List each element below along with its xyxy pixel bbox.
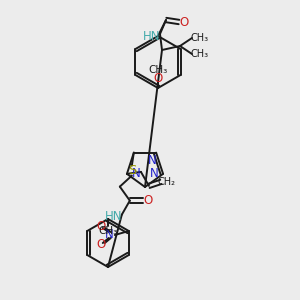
- Text: HN: HN: [143, 29, 161, 43]
- Text: N: N: [148, 154, 157, 167]
- Text: O: O: [143, 194, 152, 207]
- Text: CH₃: CH₃: [98, 226, 118, 236]
- Text: CH₂: CH₂: [158, 177, 176, 187]
- Text: O: O: [96, 238, 105, 250]
- Text: S: S: [128, 164, 136, 177]
- Text: O: O: [153, 73, 163, 85]
- Text: HN: HN: [105, 210, 123, 223]
- Text: N: N: [132, 167, 140, 180]
- Text: N: N: [104, 229, 113, 242]
- Text: O: O: [96, 220, 105, 233]
- Text: CH₃: CH₃: [191, 49, 209, 59]
- Text: N: N: [150, 167, 158, 180]
- Text: O: O: [179, 16, 189, 28]
- Text: CH₃: CH₃: [148, 65, 168, 75]
- Text: CH₃: CH₃: [191, 33, 209, 43]
